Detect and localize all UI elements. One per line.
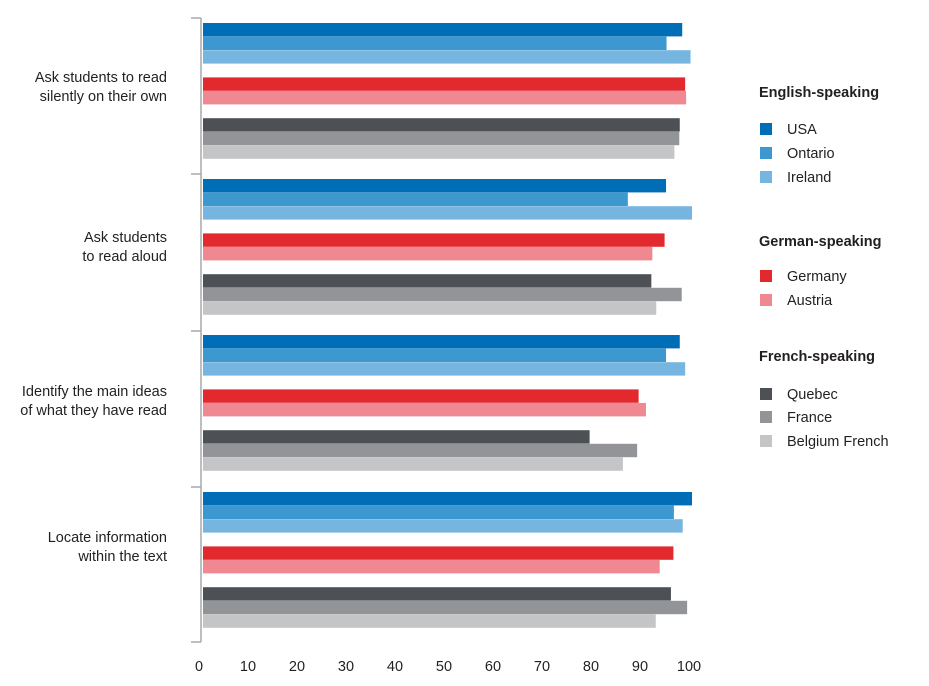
category-labels: Ask students to read silently on their ow… [20, 70, 167, 565]
bar-ontario-cat4 [203, 505, 674, 519]
bar-belgium-french-cat1 [203, 145, 675, 159]
x-tick-label-90: 90 [632, 659, 648, 675]
bar-quebec-cat3 [203, 430, 590, 444]
bar-quebec-cat4 [203, 587, 671, 601]
bar-germany-cat4 [203, 546, 674, 560]
legend-swatch-ireland [760, 171, 772, 183]
bar-germany-cat1 [203, 77, 686, 91]
x-tick-label-40: 40 [387, 659, 403, 675]
bar-belgium-french-cat3 [203, 457, 623, 471]
bar-france-cat1 [203, 131, 680, 146]
legend-group-french-speaking: French-speaking [759, 349, 875, 365]
bar-belgium-french-cat4 [203, 614, 656, 628]
category-label-4: Locate information within the text [48, 530, 167, 565]
legend-swatch-usa [760, 123, 772, 135]
x-tick-label-0: 0 [195, 659, 203, 675]
x-tick-label-70: 70 [534, 659, 550, 675]
x-tick-label-80: 80 [583, 659, 599, 675]
axis-layer: 0 10 20 30 40 50 60 70 80 90 100 [191, 17, 701, 675]
bar-belgium-french-cat2 [203, 301, 657, 315]
legend-swatch-belgium-french [760, 435, 772, 447]
x-tick-label-20: 20 [289, 659, 305, 675]
x-tick-label-60: 60 [485, 659, 501, 675]
bar-ontario-cat1 [203, 36, 667, 50]
legend-label-belgium-french: Belgium French [787, 434, 889, 450]
bar-ireland-cat2 [203, 206, 693, 220]
bar-usa-cat4 [203, 492, 693, 506]
bar-ireland-cat3 [203, 362, 686, 376]
legend-label-france: France [787, 410, 832, 426]
bar-france-cat2 [203, 287, 682, 302]
legend: English-speaking USA Ontario Ireland German-… [759, 85, 889, 450]
bar-germany-cat2 [203, 233, 665, 247]
x-tick-label-100: 100 [677, 659, 701, 675]
bar-usa-cat3 [203, 335, 680, 349]
legend-label-ontario: Ontario [787, 146, 835, 162]
bar-usa-cat2 [203, 179, 667, 193]
bar-austria-cat3 [203, 403, 646, 417]
legend-label-germany: Germany [787, 269, 847, 285]
legend-group-german-speaking: German-speaking [759, 234, 882, 250]
bars-layer [203, 23, 693, 628]
x-tick-label-10: 10 [240, 659, 256, 675]
legend-swatch-austria [760, 294, 772, 306]
bar-ontario-cat3 [203, 348, 667, 362]
legend-swatch-quebec [760, 388, 772, 400]
category-label-2: Ask students to read aloud [82, 230, 167, 265]
category-label-3: Identify the main ideas of what they have… [20, 384, 167, 419]
bar-austria-cat2 [203, 247, 653, 261]
x-tick-label-30: 30 [338, 659, 354, 675]
legend-swatch-france [760, 411, 772, 423]
bar-france-cat3 [203, 443, 638, 458]
bar-quebec-cat1 [203, 118, 680, 132]
x-tick-label-50: 50 [436, 659, 452, 675]
bar-france-cat4 [203, 600, 688, 615]
bar-usa-cat1 [203, 23, 683, 37]
bar-ireland-cat1 [203, 50, 691, 64]
legend-label-austria: Austria [787, 293, 833, 309]
bar-austria-cat1 [203, 91, 687, 105]
bar-quebec-cat2 [203, 274, 652, 288]
legend-swatch-ontario [760, 147, 772, 159]
bar-ontario-cat2 [203, 192, 628, 206]
category-label-1: Ask students to read silently on their ow… [35, 70, 167, 105]
legend-label-ireland: Ireland [787, 170, 831, 186]
legend-label-usa: USA [787, 122, 817, 138]
legend-label-quebec: Quebec [787, 387, 838, 403]
legend-swatch-germany [760, 270, 772, 282]
bar-germany-cat3 [203, 389, 639, 403]
bar-austria-cat4 [203, 560, 660, 574]
bar-ireland-cat4 [203, 519, 683, 533]
legend-group-english-speaking: English-speaking [759, 85, 879, 101]
